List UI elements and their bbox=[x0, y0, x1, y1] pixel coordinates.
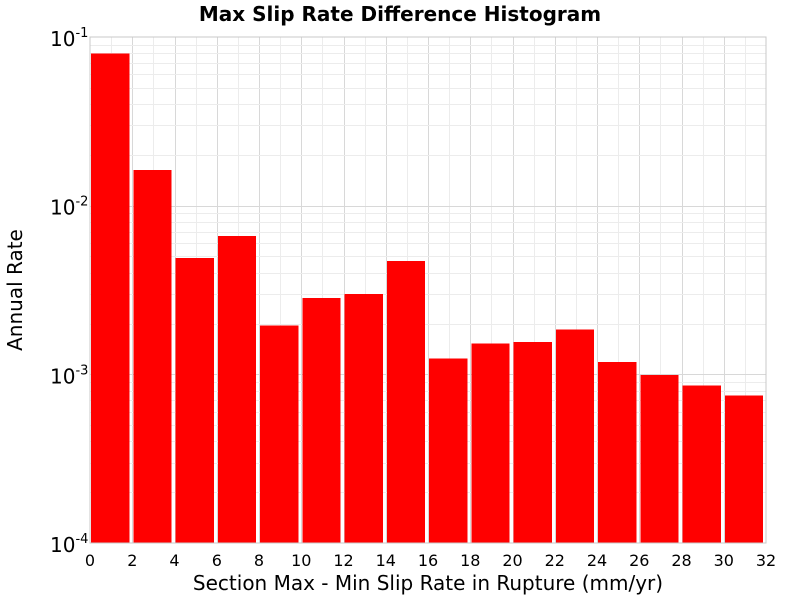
chart-title: Max Slip Rate Difference Histogram bbox=[199, 2, 601, 26]
x-tick-label: 10 bbox=[291, 551, 311, 570]
histogram-bar bbox=[640, 375, 679, 543]
x-tick-label: 2 bbox=[127, 551, 137, 570]
x-tick-label: 4 bbox=[169, 551, 179, 570]
bars bbox=[91, 53, 764, 544]
histogram-bar bbox=[344, 293, 383, 543]
histogram-bar bbox=[91, 53, 130, 544]
histogram-bar bbox=[429, 358, 468, 543]
x-tick-label: 20 bbox=[502, 551, 522, 570]
histogram-bar bbox=[682, 385, 721, 543]
x-tick-label: 0 bbox=[85, 551, 95, 570]
y-tick-label: 10-1 bbox=[50, 26, 88, 51]
x-tick-label: 12 bbox=[333, 551, 353, 570]
plot-area bbox=[89, 36, 767, 544]
x-tick-label: 28 bbox=[671, 551, 691, 570]
histogram-bar bbox=[471, 343, 510, 543]
histogram-bar bbox=[260, 325, 299, 543]
histogram-bar bbox=[513, 342, 552, 543]
x-tick-label: 24 bbox=[587, 551, 607, 570]
histogram-bar bbox=[598, 362, 637, 543]
x-axis-ticks: 0 2 4 6 8 10 12 14 16 18 20 22 24 26 28 30 32 bbox=[85, 551, 776, 570]
histogram-bar bbox=[386, 261, 426, 543]
histogram-bar bbox=[175, 257, 214, 543]
x-tick-label: 32 bbox=[756, 551, 776, 570]
y-tick-label: 10-2 bbox=[50, 195, 88, 220]
histogram-bar bbox=[217, 236, 257, 543]
x-tick-label: 6 bbox=[212, 551, 222, 570]
x-tick-label: 8 bbox=[254, 551, 264, 570]
x-tick-label: 14 bbox=[376, 551, 396, 570]
x-tick-label: 30 bbox=[714, 551, 734, 570]
y-tick-label: 10-3 bbox=[50, 363, 88, 388]
histogram-bar bbox=[302, 298, 341, 543]
histogram-bar bbox=[724, 395, 764, 543]
x-tick-label: 22 bbox=[545, 551, 565, 570]
histogram-bar bbox=[133, 169, 172, 543]
y-axis-ticks: 10-4 10-3 10-2 10-1 bbox=[50, 26, 88, 557]
x-tick-label: 16 bbox=[418, 551, 438, 570]
x-axis-label: Section Max - Min Slip Rate in Rupture (… bbox=[193, 571, 663, 595]
x-tick-label: 18 bbox=[460, 551, 480, 570]
x-tick-label: 26 bbox=[629, 551, 649, 570]
y-tick-label: 10-4 bbox=[50, 532, 88, 557]
y-axis-label: Annual Rate bbox=[3, 229, 27, 351]
histogram-bar bbox=[555, 329, 595, 543]
